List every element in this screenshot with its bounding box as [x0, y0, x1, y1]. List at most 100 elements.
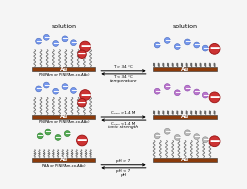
- Text: −: −: [70, 38, 77, 47]
- Text: −: −: [62, 34, 68, 43]
- Text: −: −: [184, 128, 191, 137]
- Text: +: +: [43, 152, 45, 156]
- Circle shape: [53, 41, 59, 46]
- Circle shape: [185, 130, 190, 136]
- Text: +: +: [75, 152, 78, 156]
- Text: −: −: [52, 87, 59, 96]
- Text: solution: solution: [172, 24, 197, 29]
- Text: −: −: [77, 49, 87, 59]
- Circle shape: [154, 88, 160, 94]
- Text: −: −: [54, 133, 62, 142]
- Text: Au: Au: [181, 67, 189, 72]
- Text: −: −: [62, 82, 68, 91]
- Circle shape: [194, 89, 200, 95]
- Text: −: −: [193, 88, 200, 96]
- Text: −: −: [77, 98, 87, 108]
- Circle shape: [154, 42, 160, 48]
- Circle shape: [71, 88, 76, 93]
- Text: −: −: [202, 135, 209, 144]
- Text: −: −: [35, 84, 42, 93]
- Text: −: −: [193, 40, 200, 50]
- Text: −: −: [64, 129, 71, 138]
- Text: pH < 7: pH < 7: [116, 169, 131, 173]
- Circle shape: [202, 92, 208, 98]
- Text: −: −: [184, 84, 191, 93]
- Text: −: −: [193, 132, 200, 141]
- Circle shape: [77, 135, 87, 146]
- Circle shape: [80, 41, 91, 52]
- Bar: [153, 158, 217, 162]
- Circle shape: [36, 38, 41, 44]
- Text: +: +: [84, 152, 87, 156]
- Text: pH > 7: pH > 7: [116, 159, 131, 163]
- Text: −: −: [44, 128, 51, 136]
- Text: T > 34 °C: T > 34 °C: [114, 65, 133, 69]
- Circle shape: [202, 137, 208, 143]
- Text: +: +: [61, 152, 64, 156]
- Text: −: −: [202, 91, 209, 100]
- Text: −: −: [164, 127, 171, 136]
- Text: +: +: [38, 152, 41, 156]
- Text: Au: Au: [181, 157, 189, 162]
- Text: +: +: [80, 152, 83, 156]
- Circle shape: [71, 40, 76, 46]
- Circle shape: [194, 42, 200, 48]
- Circle shape: [62, 36, 68, 42]
- Circle shape: [185, 85, 190, 91]
- Circle shape: [209, 136, 220, 147]
- Text: −: −: [164, 82, 171, 91]
- Circle shape: [45, 129, 51, 135]
- Text: −: −: [208, 90, 221, 105]
- Circle shape: [209, 92, 220, 103]
- Circle shape: [43, 82, 49, 88]
- Circle shape: [78, 98, 86, 107]
- Circle shape: [194, 134, 200, 139]
- Bar: [32, 158, 95, 162]
- Circle shape: [53, 88, 59, 94]
- Text: +: +: [52, 152, 55, 156]
- Text: −: −: [37, 131, 44, 140]
- Text: +: +: [66, 152, 69, 156]
- Circle shape: [37, 133, 43, 139]
- Circle shape: [64, 131, 70, 136]
- Text: T < 34 °C: T < 34 °C: [114, 75, 133, 79]
- Text: PNIPAm or P(NIPAm-co-AAc): PNIPAm or P(NIPAm-co-AAc): [39, 73, 89, 77]
- Text: +: +: [89, 152, 92, 156]
- Circle shape: [202, 45, 208, 51]
- Circle shape: [36, 86, 41, 92]
- Text: ionic strength: ionic strength: [108, 125, 139, 129]
- Circle shape: [164, 37, 170, 43]
- Circle shape: [174, 90, 180, 96]
- Circle shape: [185, 39, 190, 45]
- Text: −: −: [174, 42, 181, 51]
- Text: Cₙₐₕₗ <1.4 M: Cₙₐₕₗ <1.4 M: [111, 122, 136, 126]
- Text: Cₕₑₕₗ >1.4 M: Cₕₑₕₗ >1.4 M: [111, 112, 136, 115]
- Circle shape: [55, 135, 61, 140]
- Text: −: −: [43, 81, 50, 90]
- Text: PAA or P(NIPAm-co-AAc): PAA or P(NIPAm-co-AAc): [42, 164, 85, 168]
- Text: −: −: [70, 86, 77, 95]
- Text: −: −: [208, 41, 221, 56]
- Text: −: −: [174, 133, 181, 142]
- Text: −: −: [79, 88, 91, 103]
- Text: Au: Au: [60, 157, 68, 162]
- Text: +: +: [33, 152, 36, 156]
- Text: +: +: [57, 152, 60, 156]
- Circle shape: [43, 34, 49, 40]
- Text: −: −: [76, 133, 88, 148]
- Bar: [153, 67, 217, 71]
- Text: temperature: temperature: [110, 79, 137, 83]
- Text: −: −: [208, 134, 221, 149]
- Circle shape: [154, 133, 160, 139]
- Circle shape: [62, 84, 68, 90]
- Text: pH: pH: [121, 173, 126, 177]
- Circle shape: [164, 84, 170, 90]
- Text: Au: Au: [60, 67, 68, 72]
- Text: Au: Au: [60, 114, 68, 119]
- Circle shape: [174, 44, 180, 50]
- Text: +: +: [47, 152, 50, 156]
- Bar: [32, 115, 95, 119]
- Circle shape: [78, 50, 86, 58]
- Text: −: −: [164, 36, 171, 45]
- Text: −: −: [154, 131, 161, 140]
